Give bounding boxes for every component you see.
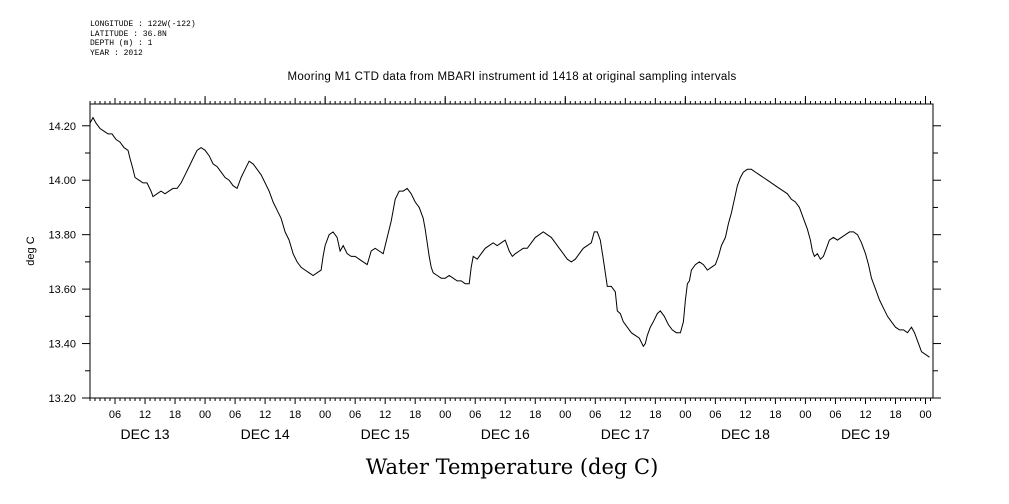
y-tick-labels: 13.20 13.40 13.60 13.80 14.00 14.20 bbox=[48, 121, 76, 405]
chart-title: Mooring M1 CTD data from MBARI instrumen… bbox=[287, 71, 736, 83]
x-tick-label: 06 bbox=[709, 409, 721, 421]
y-tick-label: 14.00 bbox=[48, 175, 76, 187]
x-tick-label: 18 bbox=[289, 409, 301, 421]
x-tick-label: 00 bbox=[559, 409, 571, 421]
x-axis-label: Water Temperature (deg C) bbox=[366, 455, 659, 479]
x-tick-label: 12 bbox=[739, 409, 751, 421]
y-axis-label: deg C bbox=[25, 236, 37, 265]
x-tick-label: 06 bbox=[589, 409, 601, 421]
x-tick-label: 18 bbox=[769, 409, 781, 421]
x-tick-label: 18 bbox=[409, 409, 421, 421]
x-day-label: DEC 17 bbox=[601, 426, 650, 442]
x-tick-label: 06 bbox=[349, 409, 361, 421]
x-tick-label: 12 bbox=[619, 409, 631, 421]
x-tick-labels: 06 12 18 00 06 12 18 00 06 12 18 00 06 12 18 00 06 12 18 00… bbox=[109, 409, 932, 421]
axis-ticks bbox=[82, 96, 941, 404]
plot-frame bbox=[89, 103, 934, 399]
x-tick-label: 18 bbox=[169, 409, 181, 421]
x-tick-label: 00 bbox=[439, 409, 451, 421]
x-tick-label: 12 bbox=[139, 409, 151, 421]
water-temperature-line bbox=[89, 116, 930, 358]
x-tick-label: 06 bbox=[109, 409, 121, 421]
y-tick-label: 14.20 bbox=[48, 121, 76, 133]
y-tick-label: 13.60 bbox=[48, 284, 76, 296]
x-tick-label: 00 bbox=[319, 409, 331, 421]
x-tick-label: 18 bbox=[649, 409, 661, 421]
x-tick-label: 18 bbox=[529, 409, 541, 421]
x-tick-label: 12 bbox=[259, 409, 271, 421]
x-tick-label: 00 bbox=[679, 409, 691, 421]
x-day-label: DEC 14 bbox=[241, 426, 290, 442]
x-day-label: DEC 18 bbox=[721, 426, 770, 442]
year-label: YEAR : 2012 bbox=[90, 48, 143, 58]
x-tick-label: 06 bbox=[829, 409, 841, 421]
longitude-label: LONGITUDE : 122W(-122) bbox=[90, 20, 196, 29]
latitude-label: LATITUDE : 36.8N bbox=[90, 29, 167, 39]
x-tick-label: 18 bbox=[889, 409, 901, 421]
x-day-labels: DEC 13 DEC 14 DEC 15 DEC 16 DEC 17 DEC 18 DEC … bbox=[121, 426, 891, 442]
x-tick-label: 12 bbox=[499, 409, 511, 421]
y-tick-label: 13.80 bbox=[48, 230, 76, 242]
y-tick-label: 13.20 bbox=[48, 393, 76, 405]
x-tick-label: 06 bbox=[469, 409, 481, 421]
x-tick-label: 12 bbox=[379, 409, 391, 421]
x-tick-label: 12 bbox=[859, 409, 871, 421]
metadata-block: LONGITUDE : 122W(-122) LATITUDE : 36.8N … bbox=[90, 20, 196, 58]
x-day-label: DEC 13 bbox=[121, 426, 170, 442]
x-day-label: DEC 19 bbox=[841, 426, 890, 442]
x-tick-label: 00 bbox=[799, 409, 811, 421]
depth-label: DEPTH (m) : 1 bbox=[90, 39, 153, 48]
y-tick-label: 13.40 bbox=[48, 339, 76, 351]
x-tick-label: 06 bbox=[229, 409, 241, 421]
x-tick-label: 00 bbox=[199, 409, 211, 421]
x-day-label: DEC 15 bbox=[361, 426, 410, 442]
x-tick-label: 00 bbox=[919, 409, 931, 421]
x-day-label: DEC 16 bbox=[481, 426, 530, 442]
